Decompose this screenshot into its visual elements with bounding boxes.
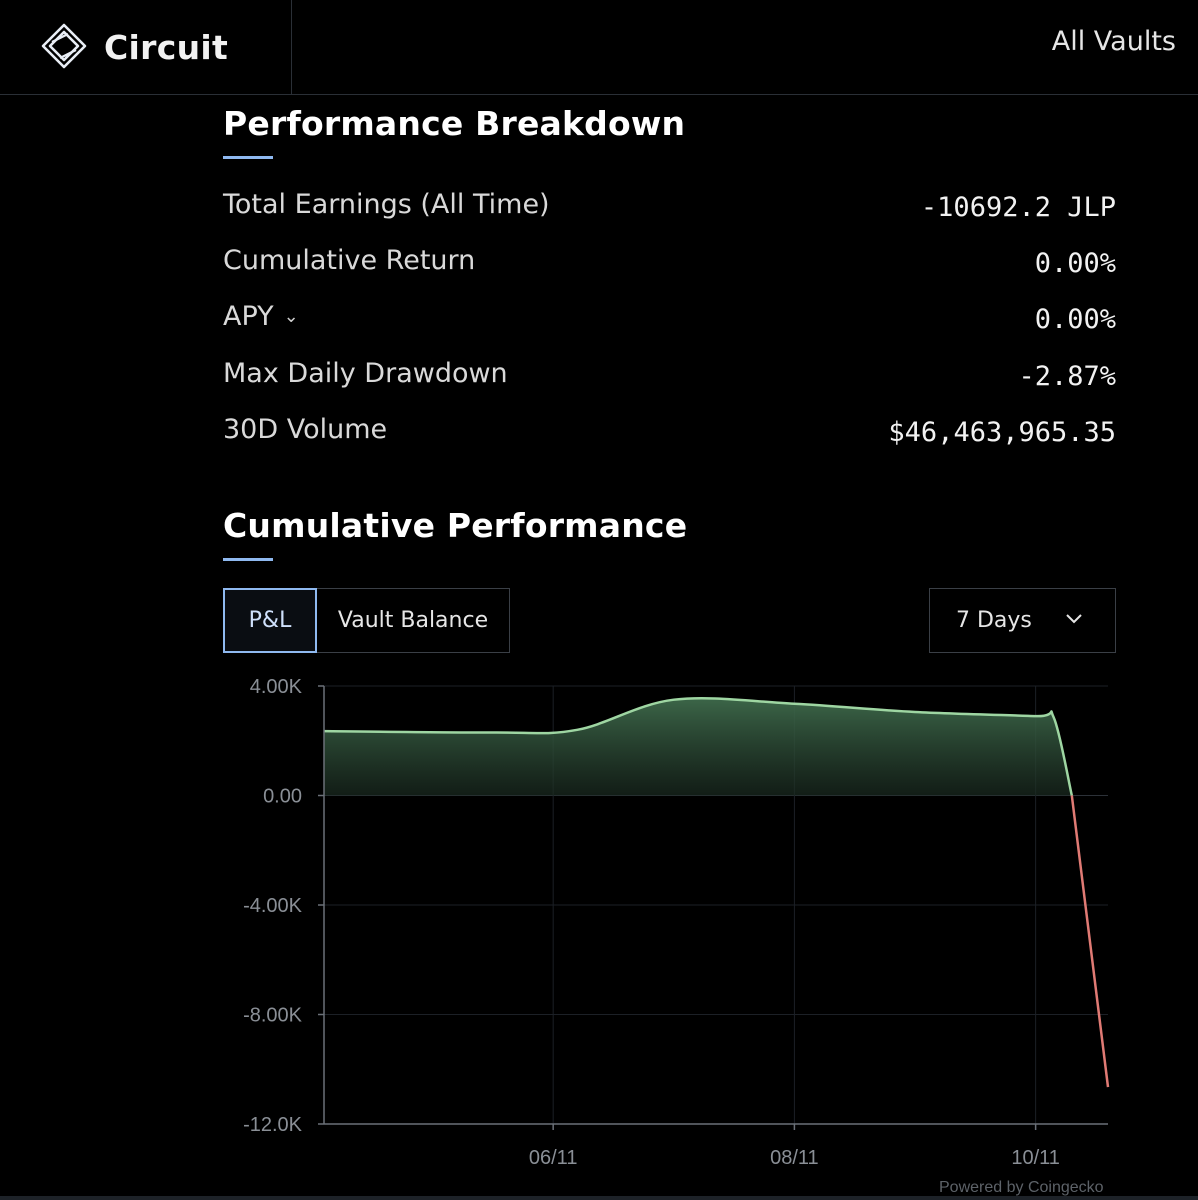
max-daily-drawdown-value: -2.87% [1018,361,1116,392]
cumulative-return-value: 0.00% [1034,248,1116,279]
cumulative-pnl-chart: 4.00K 0.00 -4.00K -8.00K -12.0K 06/11 08/11 10/… [243,676,1110,1169]
tab-pnl[interactable]: P&L [223,588,317,653]
max-daily-drawdown-label: Max Daily Drawdown [223,358,508,389]
top-bar: Circuit All Vaults [0,0,1198,95]
pnl-line-negative [1070,795,1110,1088]
chart-mode-tabs: P&L Vault Balance [223,588,510,653]
x-tick-label: 06/11 [529,1147,578,1169]
total-earnings-label: Total Earnings (All Time) [223,189,550,220]
x-tick-label: 10/11 [1011,1147,1060,1169]
apy-label: APY [223,301,274,332]
volume-30d-label: 30D Volume [223,414,388,445]
positive-area [324,698,1072,796]
total-earnings-value: -10692.2 JLP [920,192,1116,223]
pnl-line-positive [323,696,1074,796]
apy-toggle[interactable]: APY ⌄ [223,301,299,332]
title-underline [223,558,273,561]
powered-by-coingecko: Powered by Coingecko [939,1179,1104,1196]
y-tick-label: 0.00 [263,786,302,808]
y-tick-label: -12.0K [243,1114,303,1136]
title-underline [223,156,273,159]
cumulative-performance-title: Cumulative Performance [223,506,688,545]
all-vaults-link[interactable]: All Vaults [1051,26,1176,57]
time-range-value: 7 Days [956,608,1032,633]
chevron-down-icon: ⌄ [283,306,299,327]
volume-30d-value: $46,463,965.35 [888,417,1116,448]
time-range-select[interactable]: 7 Days [929,588,1116,653]
circuit-logo-icon [41,23,87,69]
brand-logo-link[interactable]: Circuit [0,0,292,94]
y-tick-label: -8.00K [243,1005,303,1027]
chevron-down-icon [1066,614,1082,624]
apy-value: 0.00% [1034,304,1116,335]
bottom-divider [0,1196,1198,1200]
y-tick-label: 4.00K [250,676,303,698]
cumulative-return-label: Cumulative Return [223,245,476,276]
y-tick-label: -4.00K [243,895,303,917]
performance-breakdown-title: Performance Breakdown [223,104,686,143]
x-tick-label: 08/11 [770,1147,819,1169]
tab-vault-balance[interactable]: Vault Balance [317,588,510,653]
brand-name: Circuit [104,27,229,67]
